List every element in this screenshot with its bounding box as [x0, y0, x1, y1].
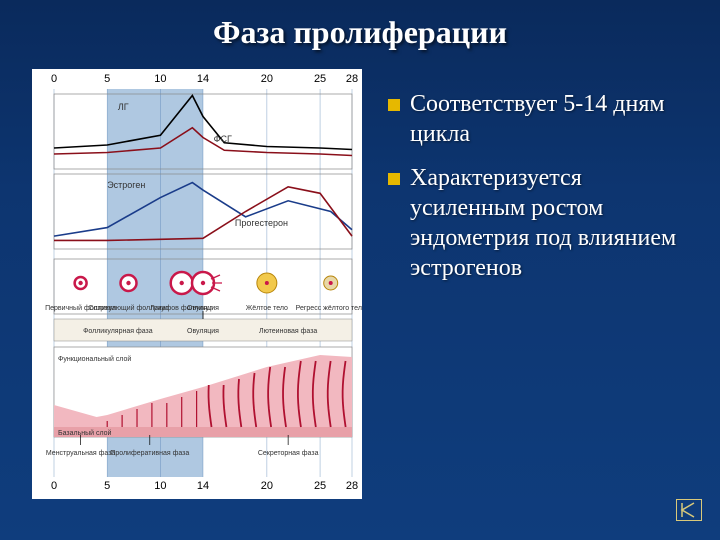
- bullets: Соответствует 5-14 дням цикла Характериз…: [388, 69, 696, 499]
- svg-text:Жёлтое тело: Жёлтое тело: [246, 305, 288, 312]
- svg-text:Функциональный слой: Функциональный слой: [58, 355, 131, 363]
- svg-text:5: 5: [104, 480, 110, 492]
- svg-text:14: 14: [197, 73, 209, 85]
- svg-text:10: 10: [154, 73, 166, 85]
- svg-text:ЛГ: ЛГ: [118, 102, 129, 112]
- svg-text:Пролиферативная фаза: Пролиферативная фаза: [110, 450, 189, 457]
- cycle-chart: 0 5 10 14 20 25 28 0 5 10 14 20 25 28 ЛГ ФСГ Эстроген Про…: [32, 69, 362, 499]
- svg-text:ФСГ: ФСГ: [214, 134, 232, 144]
- svg-text:5: 5: [104, 73, 110, 85]
- svg-text:Менструальная фаза: Менструальная фаза: [46, 450, 116, 457]
- bullet-item: Соответствует 5-14 дням цикла: [388, 89, 696, 149]
- svg-text:14: 14: [197, 480, 209, 492]
- svg-text:10: 10: [154, 480, 166, 492]
- svg-text:Овуляция: Овуляция: [187, 328, 219, 335]
- svg-text:Прогестерон: Прогестерон: [235, 218, 288, 228]
- bullet-text: Соответствует 5-14 дням цикла: [410, 89, 696, 149]
- slide-title: Фаза пролиферации: [0, 0, 720, 51]
- bullet-icon: [388, 173, 400, 185]
- svg-text:0: 0: [51, 73, 57, 85]
- svg-text:28: 28: [346, 480, 358, 492]
- svg-text:20: 20: [261, 480, 273, 492]
- bullet-text: Характеризуется усиленным ростом эндомет…: [410, 163, 696, 283]
- bullet-icon: [388, 99, 400, 111]
- prev-slide-button[interactable]: [676, 499, 702, 526]
- svg-text:28: 28: [346, 73, 358, 85]
- svg-text:25: 25: [314, 480, 326, 492]
- bullet-item: Характеризуется усиленным ростом эндомет…: [388, 163, 696, 283]
- svg-text:0: 0: [51, 480, 57, 492]
- svg-text:25: 25: [314, 73, 326, 85]
- svg-text:Эстроген: Эстроген: [107, 180, 145, 190]
- svg-text:Базальный слой: Базальный слой: [58, 429, 112, 437]
- svg-text:Лютеиновая фаза: Лютеиновая фаза: [259, 328, 317, 335]
- svg-text:Регресс жёлтого тела: Регресс жёлтого тела: [296, 305, 362, 312]
- prev-arrow-icon: [676, 499, 702, 521]
- svg-text:Фолликулярная фаза: Фолликулярная фаза: [83, 328, 153, 335]
- chart-svg: 0 5 10 14 20 25 28 0 5 10 14 20 25 28 ЛГ ФСГ Эстроген Про…: [32, 69, 362, 499]
- svg-text:20: 20: [261, 73, 273, 85]
- svg-text:Секреторная фаза: Секреторная фаза: [258, 450, 319, 457]
- svg-text:Овуляция: Овуляция: [187, 305, 219, 312]
- content-row: 0 5 10 14 20 25 28 0 5 10 14 20 25 28 ЛГ ФСГ Эстроген Про…: [0, 51, 720, 499]
